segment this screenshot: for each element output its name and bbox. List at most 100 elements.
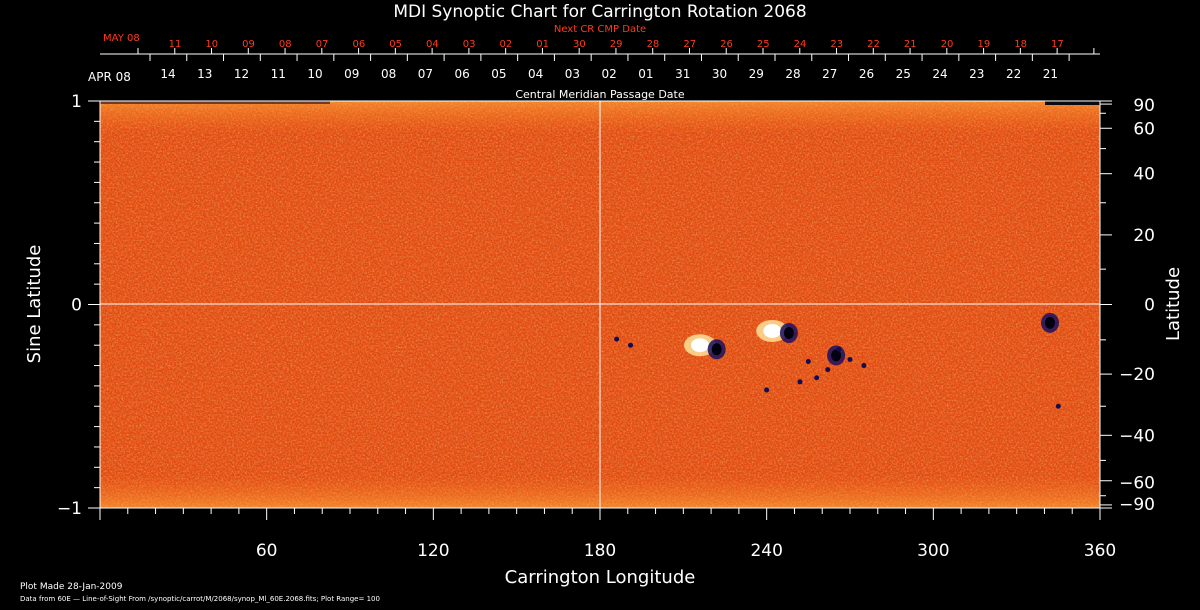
next-cmp-tick-label: 24 [794, 39, 807, 50]
next-cmp-label: Next CR CMP Date [554, 24, 646, 35]
x-tick-label: 120 [417, 541, 449, 561]
left-tick-label: 0 [71, 296, 82, 316]
cmp-tick-label: 31 [675, 67, 690, 81]
cmp-tick-label: 10 [307, 67, 322, 81]
left-tick-label: −1 [57, 499, 82, 519]
cmp-tick-label: 14 [160, 67, 175, 81]
magnetic-speck [814, 375, 820, 381]
north-polar-edge [100, 101, 330, 104]
magnetic-speck [861, 363, 867, 369]
cmp-tick-label: 22 [1006, 67, 1021, 81]
bottom-axis: 60 120 180 240 300 360 [99, 507, 1116, 561]
next-cmp-tick-label: 26 [720, 39, 733, 50]
next-cmp-tick-label: 03 [463, 39, 476, 50]
next-cmp-tick-label: 11 [169, 39, 182, 50]
cmp-tick-label: 24 [932, 67, 947, 81]
cmp-tick-label: 26 [859, 67, 874, 81]
magnetic-speck [805, 358, 811, 364]
negative-region-core [1045, 316, 1055, 329]
next-cmp-tick-label: 28 [647, 39, 660, 50]
active-regions [614, 312, 1061, 409]
cmp-tick-label: 29 [749, 67, 764, 81]
cmp-tick-label: 07 [418, 67, 433, 81]
cmp-tick-label: 04 [528, 67, 543, 81]
cmp-ticks: 14 13 12 11 10 09 08 07 06 05 04 03 02 01 31 30 29 28 27 26… [149, 54, 1070, 81]
data-source-note: Data from 60E — Line-of-Sight From /syno… [20, 595, 380, 603]
next-cmp-tick-label: 20 [941, 39, 954, 50]
magnetic-speck [628, 342, 634, 348]
next-cmp-tick-label: 18 [1014, 39, 1027, 50]
next-cmp-tick-label: 05 [389, 39, 402, 50]
positive-region-core [691, 338, 709, 353]
magnetic-speck [764, 387, 770, 393]
next-cmp-tick-label: 08 [279, 39, 292, 50]
next-cmp-tick-label: 06 [352, 39, 365, 50]
right-tick-label: 90 [1133, 96, 1155, 116]
negative-region-core [783, 326, 794, 339]
next-cmp-tick-label: 02 [500, 39, 513, 50]
cmp-tick-label: 09 [344, 67, 359, 81]
right-tick-label: −40 [1119, 426, 1155, 446]
cmp-tick-label: 13 [197, 67, 212, 81]
magnetic-speck [847, 356, 853, 362]
cmp-tick-label: 23 [969, 67, 984, 81]
left-axis-label: Sine Latitude [24, 245, 45, 364]
cmp-tick-label: 03 [565, 67, 580, 81]
next-cmp-tick-label: 21 [904, 39, 917, 50]
right-tick-label: −20 [1119, 365, 1155, 385]
left-axis: 1 0 −1 [57, 92, 101, 519]
x-tick-label: 360 [1084, 541, 1116, 561]
cmp-tick-label: 25 [896, 67, 911, 81]
plot-made-note: Plot Made 28-Jan-2009 [20, 582, 123, 592]
left-tick-label: 1 [71, 92, 82, 112]
next-cmp-tick-label: 19 [977, 39, 990, 50]
next-cmp-ticks: 11 10 09 08 07 06 05 04 03 02 01 30 29 28 27 26 25 24 23 22… [137, 39, 1095, 54]
cmp-tick-label: 11 [271, 67, 286, 81]
magnetic-speck [797, 379, 803, 385]
cmp-tick-label: 02 [602, 67, 617, 81]
north-polar-edge-right [1045, 101, 1100, 105]
cmp-tick-label: 21 [1043, 67, 1058, 81]
right-axis: 90 60 40 20 0 −20 −40 −60−90 [1099, 96, 1155, 515]
right-tick-label: 20 [1133, 226, 1155, 246]
right-tick-label: 0 [1144, 296, 1155, 316]
magnetogram-map [99, 100, 1101, 509]
next-cmp-tick-label: 27 [683, 39, 696, 50]
next-cmp-month: MAY 08 [103, 33, 140, 44]
cmp-tick-label: 08 [381, 67, 396, 81]
next-cmp-tick-label: 17 [1051, 39, 1064, 50]
cmp-axis: APR 08 14 13 12 11 10 09 08 07 06 05 04 03 02 01 31 30 2… [88, 54, 1070, 101]
x-axis-label: Carrington Longitude [505, 567, 696, 588]
next-cmp-tick-label: 01 [536, 39, 549, 50]
chart-title: MDI Synoptic Chart for Carrington Rotati… [393, 2, 806, 22]
right-axis-label: Latitude [1163, 267, 1184, 341]
next-cmp-tick-label: 22 [867, 39, 880, 50]
negative-region-core [831, 349, 842, 362]
cmp-tick-label: 01 [638, 67, 653, 81]
magnetic-speck [836, 346, 842, 352]
next-cmp-tick-label: 30 [573, 39, 586, 50]
next-cmp-axis: Next CR CMP Date MAY 08 11 10 09 08 07 06 05 04… [100, 24, 1100, 55]
cmp-tick-label: 06 [454, 67, 469, 81]
x-tick-label: 180 [584, 541, 616, 561]
next-cmp-tick-label: 10 [205, 39, 218, 50]
next-cmp-tick-label: 07 [316, 39, 329, 50]
x-tick-label: 300 [917, 541, 949, 561]
negative-region-core [711, 343, 722, 356]
cmp-tick-label: 30 [712, 67, 727, 81]
right-tick-label: 60 [1133, 119, 1155, 139]
cmp-tick-label: 28 [785, 67, 800, 81]
next-cmp-tick-label: 25 [757, 39, 770, 50]
magnetic-speck [825, 367, 831, 373]
right-tick-label: −60 [1119, 474, 1155, 494]
cmp-tick-label: 12 [234, 67, 249, 81]
cmp-label: Central Meridian Passage Date [515, 88, 684, 101]
right-tick-label: −90 [1119, 495, 1155, 515]
next-cmp-tick-label: 09 [242, 39, 255, 50]
next-cmp-tick-label: 23 [830, 39, 843, 50]
x-tick-label: 240 [750, 541, 782, 561]
x-tick-label: 60 [256, 541, 278, 561]
magnetic-speck [1055, 403, 1061, 409]
cmp-tick-label: 27 [822, 67, 837, 81]
